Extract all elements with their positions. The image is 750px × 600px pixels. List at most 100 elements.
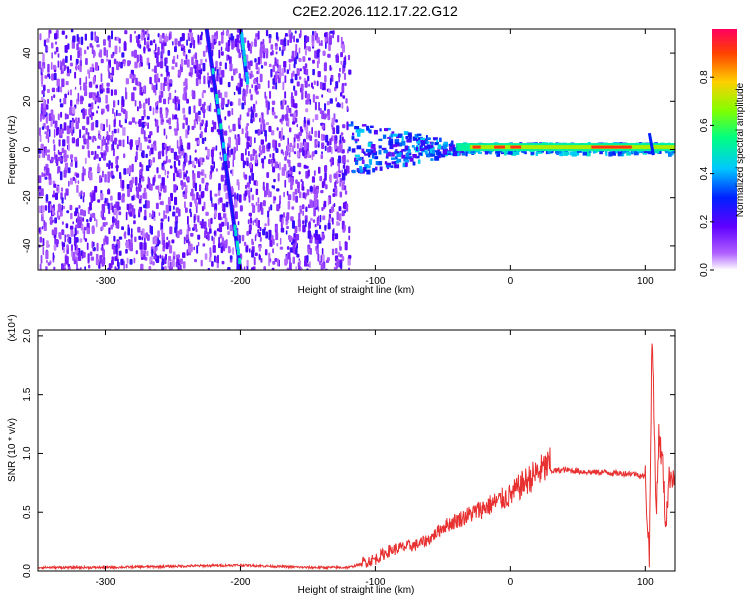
carrier-scatter — [460, 149, 465, 153]
noise-cell — [324, 103, 327, 111]
noise-cell — [241, 128, 244, 135]
noise-cell — [151, 249, 154, 257]
noise-cell — [291, 206, 295, 210]
noise-cell — [165, 65, 169, 73]
noise-cell — [289, 127, 292, 133]
noise-cell — [292, 145, 294, 153]
noise-cell — [147, 44, 150, 49]
noise-cell — [174, 184, 177, 188]
noise-cell — [236, 144, 238, 152]
noise-cell — [254, 38, 257, 47]
noise-cell — [96, 166, 101, 173]
carrier-scatter — [511, 151, 517, 156]
noise-cell — [330, 157, 333, 167]
noise-cell — [86, 46, 89, 50]
noise-cell — [134, 236, 137, 243]
noise-cell — [51, 229, 54, 236]
noise-cell — [254, 235, 257, 242]
noise-cell — [331, 248, 335, 256]
carrier-scatter — [394, 150, 397, 155]
carrier-scatter — [361, 159, 365, 164]
noise-cell — [293, 151, 297, 155]
noise-cell — [162, 258, 165, 266]
noise-cell — [80, 209, 84, 216]
noise-cell — [234, 38, 238, 48]
carrier-scatter — [351, 148, 356, 153]
carrier-scatter — [450, 142, 454, 145]
noise-cell — [251, 84, 254, 89]
noise-cell — [55, 46, 59, 53]
noise-cell — [82, 125, 86, 130]
noise-cell — [130, 235, 133, 245]
noise-cell — [178, 160, 181, 166]
noise-cell — [201, 103, 205, 113]
carrier-scatter — [431, 142, 434, 146]
noise-cell — [159, 34, 163, 42]
carrier-scatter — [559, 151, 564, 157]
noise-cell — [62, 70, 64, 74]
noise-cell — [90, 195, 94, 203]
noise-cell — [48, 75, 51, 80]
noise-cell — [46, 240, 49, 248]
streak-highlight — [219, 123, 223, 130]
noise-cell — [185, 207, 188, 213]
noise-cell — [147, 134, 151, 139]
noise-cell — [294, 90, 298, 96]
noise-cell — [225, 192, 229, 200]
noise-cell — [253, 79, 256, 85]
noise-cell — [219, 156, 221, 160]
noise-cell — [78, 192, 81, 197]
noise-cell — [305, 192, 308, 197]
carrier-scatter — [508, 151, 513, 155]
noise-cell — [45, 266, 48, 270]
carrier-band-inner — [469, 145, 675, 150]
noise-cell — [278, 132, 281, 138]
carrier-scatter — [355, 160, 359, 165]
noise-cell — [197, 234, 201, 240]
noise-cell — [318, 130, 320, 139]
noise-cell — [279, 246, 284, 250]
noise-cell — [282, 135, 285, 140]
noise-cell — [165, 147, 168, 155]
noise-cell — [260, 258, 263, 263]
noise-cell — [214, 193, 218, 197]
noise-cell — [51, 219, 54, 223]
noise-cell — [228, 136, 231, 145]
noise-cell — [169, 261, 172, 267]
noise-cell — [143, 216, 147, 221]
carrier-scatter — [434, 156, 440, 161]
noise-cell — [249, 248, 251, 253]
carrier-scatter — [408, 149, 411, 154]
noise-cell — [171, 239, 175, 244]
carrier-scatter — [368, 159, 373, 164]
noise-cell — [311, 151, 315, 157]
noise-cell — [53, 72, 57, 81]
carrier-scatter — [412, 154, 417, 158]
noise-cell — [84, 157, 87, 164]
noise-cell — [177, 40, 181, 47]
noise-cell — [342, 95, 346, 99]
noise-cell — [212, 245, 216, 253]
carrier-scatter — [373, 148, 376, 153]
noise-cell — [225, 201, 229, 208]
noise-cell — [107, 176, 110, 183]
noise-cell — [52, 180, 56, 184]
noise-cell — [64, 113, 67, 120]
noise-cell — [69, 225, 74, 230]
noise-cell — [315, 95, 319, 100]
noise-cell — [117, 259, 119, 267]
carrier-scatter — [426, 153, 431, 158]
noise-cell — [91, 102, 94, 110]
carrier-scatter — [375, 166, 378, 171]
noise-cell — [125, 211, 128, 221]
noise-cell — [112, 205, 114, 213]
noise-cell — [335, 247, 338, 254]
noise-cell — [267, 80, 270, 89]
noise-cell — [80, 190, 83, 195]
noise-cell — [161, 149, 165, 157]
noise-cell — [105, 104, 109, 109]
carrier-scatter — [356, 168, 362, 173]
noise-cell — [108, 71, 110, 79]
noise-cell — [312, 94, 316, 103]
noise-cell — [228, 37, 231, 43]
